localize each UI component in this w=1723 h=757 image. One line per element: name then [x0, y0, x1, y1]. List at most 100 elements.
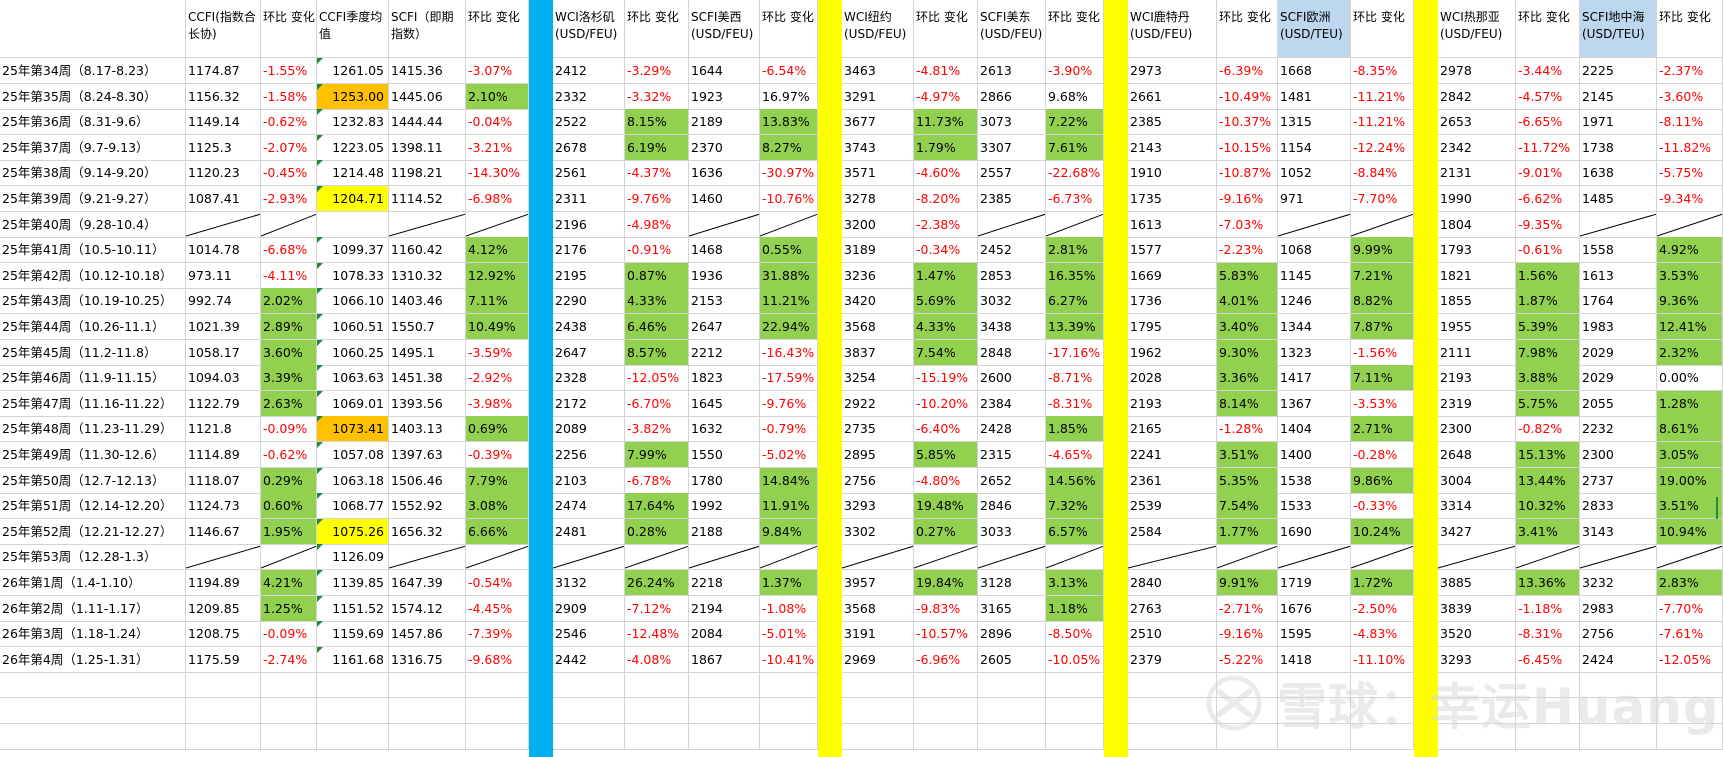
table-cell[interactable]: 7.22%	[1046, 109, 1104, 136]
table-cell[interactable]: 2328	[553, 365, 625, 392]
table-cell[interactable]: 2189	[689, 109, 760, 136]
table-cell[interactable]: 1125.3	[186, 134, 261, 161]
table-cell[interactable]: 992.74	[186, 288, 261, 315]
table-cell[interactable]: 2029	[1580, 339, 1657, 366]
table-cell[interactable]: 6.57%	[1046, 518, 1104, 545]
table-cell[interactable]: 9.99%	[1351, 237, 1414, 264]
table-cell[interactable]: 0.55%	[760, 237, 818, 264]
empty-cell[interactable]	[1128, 723, 1217, 750]
table-cell[interactable]: 1174.87	[186, 58, 261, 84]
table-cell[interactable]: -3.21%	[466, 134, 529, 161]
table-cell[interactable]: 1014.78	[186, 237, 261, 264]
table-cell[interactable]: 3165	[978, 595, 1046, 622]
row-label[interactable]: 25年第45周（11.2-11.8）	[0, 339, 186, 366]
table-cell[interactable]: 3236	[842, 262, 914, 289]
table-cell[interactable]: 2.89%	[261, 314, 317, 340]
empty-cell[interactable]	[0, 672, 186, 699]
table-cell[interactable]: -11.72%	[1516, 134, 1580, 161]
table-cell[interactable]: -6.68%	[261, 237, 317, 264]
table-cell[interactable]: 1120.23	[186, 160, 261, 187]
table-cell[interactable]: -6.78%	[625, 467, 689, 494]
table-cell[interactable]: 8.14%	[1217, 390, 1278, 417]
table-cell[interactable]: 1780	[689, 467, 760, 494]
table-cell[interactable]: 3032	[978, 288, 1046, 315]
table-cell[interactable]: 1058.17	[186, 339, 261, 366]
table-cell[interactable]: 7.11%	[466, 288, 529, 315]
empty-slash-cell[interactable]	[689, 211, 760, 238]
table-cell[interactable]: -12.05%	[625, 365, 689, 392]
empty-cell[interactable]	[1278, 698, 1351, 724]
empty-cell[interactable]	[978, 723, 1046, 750]
table-cell[interactable]: 8.57%	[625, 339, 689, 366]
table-cell[interactable]: 3677	[842, 109, 914, 136]
row-label[interactable]: 26年第3周（1.18-1.24）	[0, 621, 186, 648]
table-cell[interactable]: -10.57%	[914, 621, 978, 648]
table-cell[interactable]: 2212	[689, 339, 760, 366]
table-cell[interactable]: 8.61%	[1657, 416, 1723, 443]
table-cell[interactable]: 1495.1	[389, 339, 466, 366]
table-cell[interactable]: 3.36%	[1217, 365, 1278, 392]
table-cell[interactable]: 1400	[1278, 442, 1351, 468]
empty-cell[interactable]	[389, 698, 466, 724]
table-cell[interactable]: -3.44%	[1516, 58, 1580, 84]
table-cell[interactable]: -12.24%	[1351, 134, 1414, 161]
table-cell[interactable]: 0.87%	[625, 262, 689, 289]
table-cell[interactable]: 1647.39	[389, 570, 466, 596]
column-header-wci-rtm[interactable]: WCI鹿特丹(USD/FEU)	[1128, 0, 1217, 58]
empty-cell[interactable]	[317, 723, 389, 750]
table-cell[interactable]: 2131	[1438, 160, 1516, 187]
table-cell[interactable]: 1971	[1580, 109, 1657, 136]
table-cell[interactable]: 0.69%	[466, 416, 529, 443]
table-cell[interactable]: -8.84%	[1351, 160, 1414, 187]
table-cell[interactable]: 3200	[842, 211, 914, 238]
table-cell[interactable]: -3.98%	[466, 390, 529, 417]
column-header-ccfi[interactable]: CCFI(指数合长协)	[186, 0, 261, 58]
table-cell[interactable]: 1398.11	[389, 134, 466, 161]
row-label[interactable]: 25年第47周（11.16-11.22）	[0, 390, 186, 417]
empty-slash-cell[interactable]	[760, 544, 818, 571]
table-cell[interactable]: 1403.46	[389, 288, 466, 315]
column-header-scfi-usw[interactable]: SCFI美西(USD/FEU)	[689, 0, 760, 58]
table-cell[interactable]: 1983	[1580, 314, 1657, 340]
table-cell[interactable]: 3293	[842, 493, 914, 520]
table-cell[interactable]: 2833	[1580, 493, 1657, 520]
row-label[interactable]: 25年第38周（9.14-9.20）	[0, 160, 186, 187]
table-cell[interactable]: 1613	[1580, 262, 1657, 289]
table-cell[interactable]: 1550	[689, 442, 760, 468]
table-cell[interactable]: 1936	[689, 262, 760, 289]
table-cell[interactable]: 3004	[1438, 467, 1516, 494]
empty-cell[interactable]	[1217, 723, 1278, 750]
table-cell[interactable]: 12.92%	[466, 262, 529, 289]
table-cell[interactable]: -0.62%	[261, 109, 317, 136]
empty-cell[interactable]	[625, 698, 689, 724]
table-cell[interactable]: 3189	[842, 237, 914, 264]
table-cell[interactable]: 0.28%	[625, 518, 689, 545]
table-cell[interactable]: -6.40%	[914, 416, 978, 443]
table-cell[interactable]: 7.98%	[1516, 339, 1580, 366]
table-cell[interactable]: 2332	[553, 83, 625, 110]
table-cell[interactable]: 3.05%	[1657, 442, 1723, 468]
table-cell[interactable]: 3.51%	[1657, 493, 1723, 520]
table-cell[interactable]: 2143	[1128, 134, 1217, 161]
table-cell[interactable]: 1636	[689, 160, 760, 187]
table-cell[interactable]: 9.84%	[760, 518, 818, 545]
row-label[interactable]: 26年第4周（1.25-1.31）	[0, 646, 186, 673]
table-cell[interactable]: 7.54%	[914, 339, 978, 366]
empty-cell[interactable]	[1516, 723, 1580, 750]
table-cell[interactable]: -5.02%	[760, 442, 818, 468]
table-cell[interactable]: -0.79%	[760, 416, 818, 443]
table-cell[interactable]: 15.13%	[1516, 442, 1580, 468]
table-cell[interactable]: 9.68%	[1046, 83, 1104, 110]
table-cell[interactable]: 8.82%	[1351, 288, 1414, 315]
empty-cell[interactable]	[1580, 672, 1657, 699]
table-cell[interactable]: 2756	[1580, 621, 1657, 648]
table-cell[interactable]: 1738	[1580, 134, 1657, 161]
empty-cell[interactable]	[842, 672, 914, 699]
table-cell[interactable]: -10.20%	[914, 390, 978, 417]
table-cell[interactable]: 1.37%	[760, 570, 818, 596]
table-cell[interactable]: -7.70%	[1351, 186, 1414, 212]
table-cell[interactable]: 1656.32	[389, 518, 466, 545]
table-cell[interactable]: 1139.85	[317, 570, 389, 596]
table-cell[interactable]: -7.03%	[1217, 211, 1278, 238]
table-cell[interactable]: 1558	[1580, 237, 1657, 264]
